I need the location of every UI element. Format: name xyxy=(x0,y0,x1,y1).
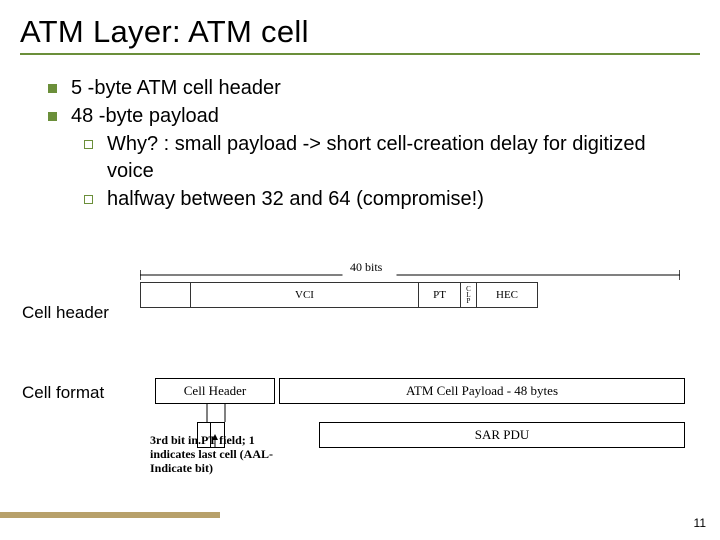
dimension-line-icon xyxy=(140,270,680,280)
slide-title: ATM Layer: ATM cell xyxy=(20,14,700,50)
cell-header-box: Cell Header xyxy=(155,378,275,404)
bullet-text: 5 -byte ATM cell header xyxy=(71,75,281,101)
bullet-text: 48 -byte payload xyxy=(71,103,219,129)
pt-field-note: 3rd bit in.PT field; 1 indicates last ce… xyxy=(150,434,295,475)
bullet-text: halfway between 32 and 64 (compromise!) xyxy=(107,186,484,212)
cell-header-label: Cell header xyxy=(22,303,109,323)
header-fields-row: VCI PT C L P HEC xyxy=(140,282,538,308)
bottom-accent-bar xyxy=(0,512,220,518)
title-block: ATM Layer: ATM cell xyxy=(0,0,720,61)
header-field xyxy=(141,283,191,307)
list-item: halfway between 32 and 64 (compromise!) xyxy=(84,186,694,212)
header-field: PT xyxy=(419,283,461,307)
header-field: VCI xyxy=(191,283,419,307)
format-row-top: Cell Header ATM Cell Payload - 48 bytes xyxy=(155,378,685,404)
cell-payload-box: ATM Cell Payload - 48 bytes xyxy=(279,378,685,404)
list-item: Why? : small payload -> short cell-creat… xyxy=(84,131,694,184)
bullet-square-icon xyxy=(48,84,57,93)
list-item: 5 -byte ATM cell header xyxy=(48,75,694,101)
list-item: 48 -byte payload xyxy=(48,103,694,129)
title-underline xyxy=(20,53,700,55)
bullet-outline-icon xyxy=(84,195,93,204)
sub-list: Why? : small payload -> short cell-creat… xyxy=(48,131,694,212)
sar-pdu-box: SAR PDU xyxy=(319,422,685,448)
page-number: 11 xyxy=(694,516,706,530)
cell-format-label: Cell format xyxy=(22,383,104,403)
bullet-list: 5 -byte ATM cell header 48 -byte payload… xyxy=(0,61,720,213)
cell-format-diagram: Cell Header ATM Cell Payload - 48 bytes … xyxy=(155,378,685,448)
bullet-square-icon xyxy=(48,112,57,121)
bullet-outline-icon xyxy=(84,140,93,149)
connector-lines-icon xyxy=(203,404,233,422)
header-field: C L P xyxy=(461,283,477,307)
header-field: HEC xyxy=(477,283,537,307)
bullet-text: Why? : small payload -> short cell-creat… xyxy=(107,131,694,184)
